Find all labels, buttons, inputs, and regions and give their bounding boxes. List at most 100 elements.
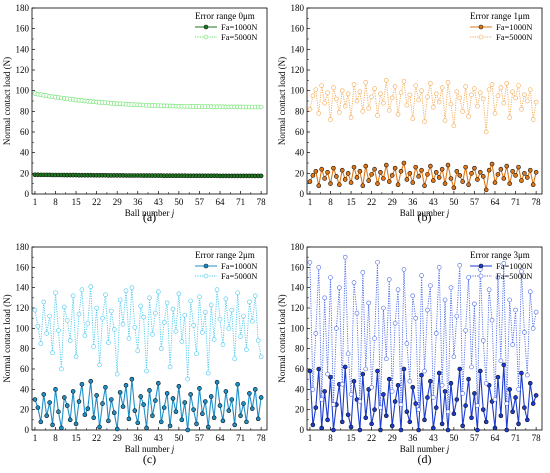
- data-point: [407, 92, 413, 98]
- data-point: [185, 376, 190, 382]
- data-point: [123, 288, 129, 294]
- y-axis-label: Normal contact load (N): [277, 57, 287, 145]
- data-point: [504, 81, 510, 86]
- data-point: [67, 338, 73, 343]
- data-point: [164, 300, 170, 306]
- data-point: [410, 116, 416, 121]
- series-1: [307, 160, 539, 193]
- data-point: [495, 172, 501, 177]
- data-point: [460, 109, 465, 114]
- x-tick-label: 78: [257, 433, 267, 443]
- data-point: [188, 298, 193, 304]
- x-tick-label: 36: [133, 433, 143, 443]
- data-point: [258, 354, 264, 360]
- data-point: [337, 182, 342, 187]
- legend-entry: Fa=5000N: [496, 32, 532, 42]
- data-point: [451, 411, 457, 417]
- data-point: [489, 161, 495, 167]
- data-point: [331, 85, 336, 90]
- data-point: [313, 331, 319, 336]
- data-point: [111, 410, 117, 416]
- data-point: [507, 387, 512, 392]
- data-point: [322, 100, 327, 106]
- data-point: [445, 80, 451, 85]
- x-tick-label: 78: [532, 197, 542, 207]
- data-point: [384, 78, 389, 83]
- data-point: [241, 313, 246, 319]
- data-point: [522, 330, 527, 335]
- data-point: [244, 419, 249, 425]
- data-point: [322, 389, 327, 394]
- data-point: [513, 307, 518, 313]
- data-point: [525, 98, 530, 104]
- data-point: [147, 295, 152, 301]
- data-point: [378, 91, 383, 97]
- series-2: [32, 284, 264, 382]
- x-tick-label: 78: [532, 433, 542, 443]
- x-tick-label: 29: [113, 433, 123, 443]
- data-point: [120, 321, 126, 327]
- data-point: [386, 108, 392, 113]
- data-point: [307, 179, 313, 184]
- data-point: [132, 325, 138, 330]
- data-point: [316, 265, 322, 270]
- data-point: [475, 177, 480, 182]
- data-point: [35, 405, 41, 410]
- data-point: [334, 326, 339, 331]
- data-point: [357, 399, 363, 404]
- data-point: [173, 329, 179, 334]
- data-point: [513, 173, 518, 178]
- data-point: [85, 406, 91, 411]
- data-point: [384, 356, 389, 362]
- data-point: [419, 273, 424, 278]
- x-tick-label: 1: [33, 197, 38, 207]
- series-1: [307, 362, 539, 433]
- data-point: [442, 118, 448, 123]
- data-point: [337, 285, 342, 290]
- data-point: [495, 374, 501, 380]
- data-point: [109, 397, 114, 402]
- data-point: [448, 285, 454, 290]
- data-point: [527, 289, 533, 295]
- data-point: [492, 425, 498, 431]
- data-point: [351, 378, 357, 384]
- data-point: [392, 165, 398, 171]
- data-point: [360, 109, 366, 114]
- y-tick-label: 140: [16, 283, 30, 293]
- data-point: [194, 421, 199, 427]
- data-point: [483, 380, 489, 386]
- data-point: [247, 299, 252, 305]
- data-point: [401, 267, 407, 272]
- x-tick-label: 22: [367, 197, 376, 207]
- data-point: [395, 287, 401, 293]
- data-point: [416, 427, 421, 433]
- data-point: [492, 397, 498, 402]
- data-point: [232, 422, 237, 428]
- data-point: [200, 411, 205, 417]
- data-point: [398, 427, 404, 433]
- data-point: [428, 163, 433, 169]
- data-point: [35, 323, 41, 329]
- data-point: [489, 82, 495, 87]
- data-point: [469, 171, 474, 176]
- data-point: [410, 180, 416, 185]
- data-point: [398, 402, 404, 407]
- data-point: [97, 424, 102, 430]
- legend-entry: Fa=1000N: [496, 22, 532, 32]
- data-point: [436, 370, 442, 376]
- data-point: [480, 338, 486, 343]
- data-point: [322, 176, 327, 181]
- data-point: [106, 340, 111, 345]
- data-point: [211, 337, 217, 342]
- data-point: [241, 401, 246, 406]
- data-point: [428, 283, 433, 288]
- data-point: [389, 95, 395, 101]
- data-point: [161, 319, 167, 325]
- x-tick-label: 43: [154, 433, 164, 443]
- data-point: [173, 409, 179, 415]
- data-point: [351, 82, 357, 87]
- data-point: [392, 399, 398, 404]
- y-tick-label: 140: [291, 283, 305, 293]
- data-point: [416, 97, 421, 103]
- data-point: [220, 342, 226, 347]
